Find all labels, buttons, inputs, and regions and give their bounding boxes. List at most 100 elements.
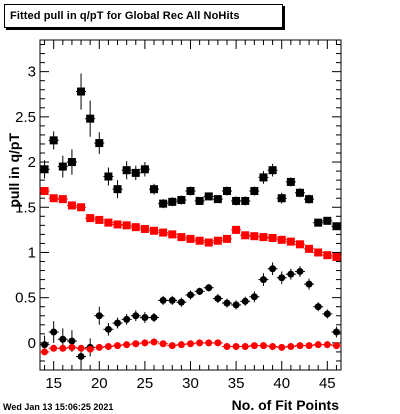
circle-point (114, 342, 122, 350)
square-point (86, 214, 95, 223)
square-point (323, 216, 332, 225)
y-tick-label: 0 (28, 335, 36, 352)
circle-point (187, 340, 194, 348)
square-point (268, 234, 277, 242)
square-point (77, 203, 86, 212)
circle-point (132, 340, 140, 348)
square-point (77, 87, 86, 96)
square-point (195, 236, 204, 245)
circle-point (41, 348, 49, 356)
square-point (250, 232, 259, 241)
square-point (232, 225, 241, 234)
x-tick-label: 25 (137, 375, 154, 392)
square-point (268, 166, 277, 175)
circle-point (59, 344, 67, 352)
circle-point (159, 340, 167, 348)
axes: 15 20 25 30 35 40 45 0 0.5 1 1.5 2 2.5 3 (15, 40, 341, 392)
circle-point (305, 342, 313, 350)
circle-point (323, 341, 331, 349)
circle-point (196, 287, 204, 295)
square-point (286, 237, 295, 246)
circle-point (205, 284, 213, 292)
circle-point (187, 291, 194, 299)
circle-point (287, 342, 295, 350)
circle-point (50, 328, 58, 336)
circle-point (314, 303, 322, 311)
square-point (305, 244, 314, 253)
square-point (177, 196, 186, 205)
circle-point (104, 342, 112, 350)
square-point (113, 220, 122, 229)
circle-point (232, 342, 240, 350)
circle-point (259, 276, 267, 284)
circle-point (305, 280, 313, 288)
circle-point (123, 341, 131, 349)
circle-point (250, 293, 258, 301)
circle-point (223, 342, 231, 350)
x-tick-label: 20 (91, 375, 108, 392)
square-point (104, 218, 113, 227)
square-point (277, 194, 286, 203)
x-tick-label: 40 (273, 375, 290, 392)
circle-point (77, 344, 85, 352)
square-point (159, 199, 168, 208)
square-point (177, 233, 186, 242)
square-point (150, 226, 159, 235)
circle-point (287, 270, 295, 278)
circle-point (86, 345, 94, 353)
square-point (49, 136, 58, 145)
circle-point (168, 296, 176, 304)
circle-point (205, 339, 213, 347)
square-point (286, 177, 295, 186)
circle-point (214, 339, 222, 347)
circle-point (196, 339, 204, 347)
square-point (305, 195, 314, 204)
square-point (86, 114, 95, 123)
square-point (67, 201, 76, 210)
circle-point (232, 301, 240, 309)
circle-point (278, 343, 286, 351)
square-point (186, 186, 195, 195)
square-point (195, 196, 204, 205)
data-marks (39, 73, 342, 366)
y-tick-label: 2 (28, 154, 36, 171)
circle-point (332, 342, 340, 350)
circle-point (141, 314, 149, 322)
square-point (332, 252, 341, 261)
square-point (204, 192, 213, 201)
timestamp: Wed Jan 13 15:06:25 2021 (3, 402, 113, 412)
circle-point (95, 343, 103, 351)
square-point (323, 251, 332, 260)
circle-point (296, 267, 304, 275)
square-point (122, 166, 131, 175)
circle-point (141, 339, 149, 347)
square-point (259, 233, 268, 242)
square-point (49, 194, 58, 203)
circle-point (177, 341, 185, 349)
square-point (222, 234, 231, 243)
circle-point (150, 314, 158, 322)
circle-point (159, 296, 167, 304)
square-point (204, 238, 213, 247)
square-point (122, 221, 131, 230)
square-point (241, 231, 250, 240)
square-point (95, 215, 104, 224)
circle-point (269, 265, 277, 273)
square-point (232, 196, 241, 205)
circle-point (278, 274, 286, 282)
square-point (131, 168, 140, 177)
square-point (40, 186, 49, 195)
x-tick-label: 30 (182, 375, 199, 392)
circle-point (323, 310, 331, 318)
square-point (250, 186, 259, 195)
circle-point (223, 299, 231, 307)
circle-point (132, 312, 140, 320)
square-point (131, 223, 140, 232)
circle-point (332, 328, 340, 336)
square-point (58, 195, 67, 204)
y-tick-label: 2.5 (15, 109, 36, 126)
square-point (58, 162, 67, 171)
circle-point (214, 295, 222, 303)
square-point (140, 165, 149, 174)
circle-point (259, 342, 267, 350)
